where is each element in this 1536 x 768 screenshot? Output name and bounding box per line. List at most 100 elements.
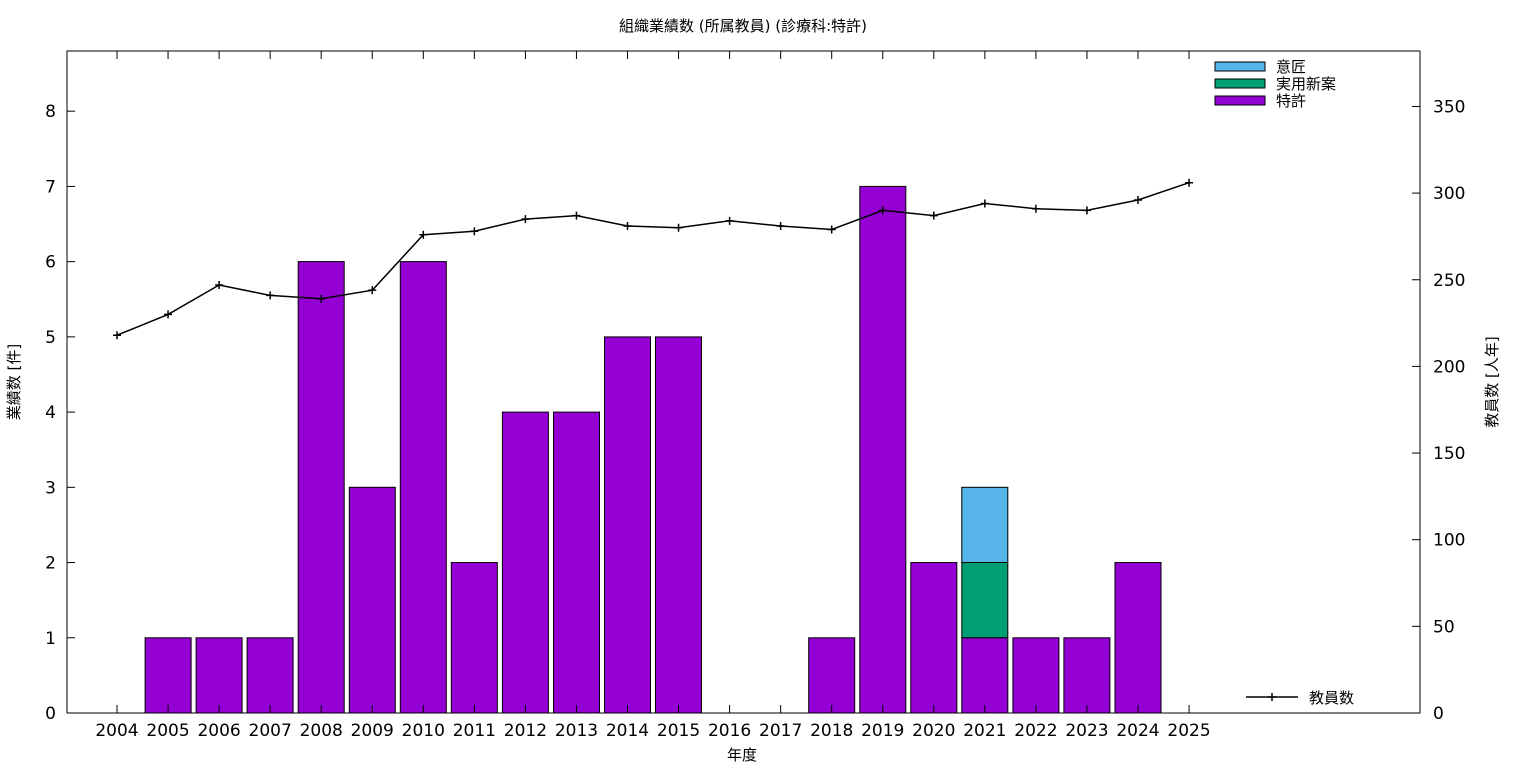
bar-2022-特許	[1012, 637, 1060, 714]
point-教員数-2019	[878, 206, 887, 215]
bar-2012-特許	[501, 411, 549, 714]
x-tick-label-2016: 2016	[708, 721, 751, 741]
point-教員数-2024	[1134, 196, 1142, 205]
x-tick-label-2010: 2010	[402, 721, 445, 741]
legend-marker-教員数	[1268, 693, 1276, 701]
x-tick-label-2012: 2012	[504, 721, 547, 741]
chart-title: 組織業績数 (所属教員) (診療科:特許)	[619, 17, 867, 35]
point-教員数-2016	[725, 216, 734, 225]
bar-2008-特許	[297, 261, 345, 714]
y-tick-label-2: 2	[45, 554, 56, 574]
y-tick-label-3: 3	[45, 478, 56, 498]
bar-2007-特許	[246, 637, 294, 714]
bar-2024-特許	[1114, 562, 1162, 714]
point-教員数-2025	[1185, 178, 1194, 187]
x-tick-label-2021: 2021	[963, 721, 1006, 741]
y-axis-title: 業績数 [件]	[5, 344, 23, 420]
point-教員数-2010	[419, 230, 428, 239]
y-tick-label-5: 5	[45, 328, 56, 348]
legend-label-実用新案: 実用新案	[1276, 75, 1336, 93]
bar-2005-特許	[144, 637, 192, 714]
axes: 0 1 2 3 4 5 6 7 8 0 50 100 150 200 250 300 350 2004 2005 20…	[45, 51, 1465, 741]
point-教員数-2008	[317, 294, 326, 303]
point-教員数-2023	[1082, 206, 1091, 215]
y2-axis-title: 教員数 [人年]	[1483, 336, 1501, 427]
line-series	[113, 178, 1194, 340]
bar-2020-特許	[910, 562, 958, 714]
point-教員数-2021	[980, 199, 989, 208]
point-教員数-2013	[572, 211, 581, 220]
x-tick-label-2009: 2009	[351, 721, 394, 741]
x-tick-label-2006: 2006	[197, 721, 240, 741]
x-tick-label-2014: 2014	[606, 721, 649, 741]
x-tick-label-2024: 2024	[1116, 721, 1159, 741]
line-教員数	[116, 181, 1190, 336]
bar-2021-意匠	[961, 486, 1009, 563]
bar-2015-特許	[655, 336, 702, 714]
y2-tick-label-350: 350	[1433, 97, 1465, 117]
y2-tick-label-300: 300	[1433, 184, 1465, 204]
bar-2023-特許	[1063, 637, 1111, 714]
point-教員数-2012	[521, 215, 530, 224]
legend-label-特許: 特許	[1276, 92, 1306, 110]
y-tick-label-4: 4	[45, 403, 56, 423]
legend-label-教員数: 教員数	[1309, 689, 1354, 707]
x-tick-label-2025: 2025	[1167, 721, 1210, 741]
point-教員数-2014	[623, 222, 632, 231]
legend-swatch-実用新案	[1214, 78, 1266, 89]
y-tick-label-0: 0	[45, 704, 56, 724]
point-教員数-2017	[776, 222, 785, 231]
x-tick-label-2004: 2004	[95, 721, 138, 741]
legend-label-意匠: 意匠	[1276, 58, 1306, 76]
x-tick-label-2011: 2011	[453, 721, 496, 741]
point-教員数-2009	[368, 286, 377, 295]
y2-tick-label-0: 0	[1433, 704, 1444, 724]
x-tick-label-2022: 2022	[1014, 721, 1057, 741]
x-tick-label-2017: 2017	[759, 721, 802, 741]
point-教員数-2005	[164, 310, 173, 319]
bars	[144, 185, 1162, 714]
point-教員数-2018	[827, 225, 836, 234]
x-tick-label-2015: 2015	[657, 721, 700, 741]
y-tick-label-8: 8	[45, 102, 56, 122]
point-教員数-2015	[674, 223, 683, 232]
x-tick-label-2008: 2008	[300, 721, 343, 741]
point-教員数-2007	[266, 291, 275, 300]
bar-2021-実用新案	[961, 562, 1009, 639]
point-教員数-2020	[929, 211, 938, 220]
legend-swatch-特許	[1214, 95, 1266, 106]
point-教員数-2011	[470, 227, 479, 236]
bar-2014-特許	[604, 336, 651, 714]
y2-tick-label-50: 50	[1433, 617, 1455, 637]
x-tick-label-2013: 2013	[555, 721, 598, 741]
x-tick-label-2005: 2005	[146, 721, 189, 741]
y-tick-label-6: 6	[45, 253, 56, 273]
x-tick-label-2018: 2018	[810, 721, 853, 741]
x-tick-label-2020: 2020	[912, 721, 955, 741]
x-tick-label-2023: 2023	[1065, 721, 1108, 741]
x-tick-label-2019: 2019	[861, 721, 904, 741]
bar-2006-特許	[195, 637, 243, 714]
bar-2019-特許	[859, 185, 907, 714]
bar-2010-特許	[399, 261, 447, 714]
bar-2009-特許	[348, 486, 396, 714]
y2-tick-label-150: 150	[1433, 444, 1465, 464]
bar-2013-特許	[553, 411, 600, 714]
plot-frame	[66, 50, 1421, 714]
y-tick-label-1: 1	[45, 629, 56, 649]
point-教員数-2004	[113, 331, 121, 340]
x-tick-label-2007: 2007	[249, 721, 292, 741]
bar-2021-特許	[961, 637, 1009, 714]
y-tick-label-7: 7	[45, 177, 56, 197]
y2-tick-label-250: 250	[1433, 271, 1465, 291]
bar-2018-特許	[808, 637, 856, 714]
x-axis-title: 年度	[727, 746, 757, 764]
bar-2011-特許	[450, 562, 498, 714]
legend-swatch-意匠	[1214, 61, 1266, 72]
y2-tick-label-100: 100	[1433, 531, 1465, 551]
point-教員数-2022	[1031, 204, 1040, 213]
y2-tick-label-200: 200	[1433, 357, 1465, 377]
point-教員数-2006	[215, 280, 224, 289]
